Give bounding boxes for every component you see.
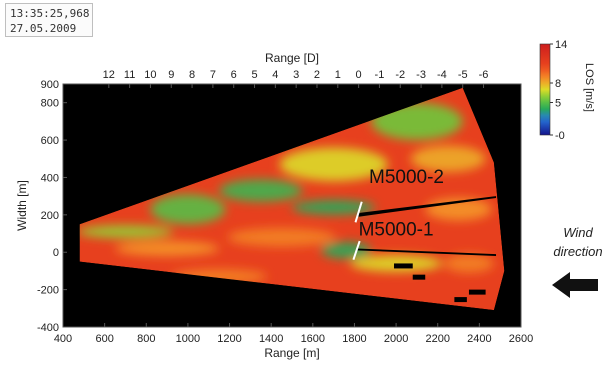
- y-tick-label: 900: [41, 79, 59, 91]
- los-blob-7: [115, 241, 220, 256]
- los-blob-6: [410, 145, 486, 172]
- wind-arrow-icon: [552, 272, 598, 298]
- y-tick-label: -200: [37, 285, 59, 297]
- x2-tick-label: 2: [314, 69, 320, 81]
- wake-shadow-1: [356, 248, 497, 256]
- plot-frame: [62, 83, 522, 328]
- los-blob-13: [443, 254, 494, 273]
- x-tick-label: 2600: [509, 333, 533, 345]
- annotation-m5000-1: M5000-1: [359, 219, 434, 240]
- data-gap-2: [468, 289, 486, 295]
- y-tick-label: 400: [41, 172, 59, 184]
- x2-tick-label: 0: [356, 69, 362, 81]
- x2-axis-title: Range [D]: [265, 51, 319, 65]
- x2-tick-label: -5: [458, 69, 468, 81]
- x-tick-label: 2200: [425, 333, 449, 345]
- y-tick-label: -400: [37, 322, 59, 334]
- x2-tick-label: 6: [231, 69, 237, 81]
- x2-tick-label: 7: [210, 69, 216, 81]
- wake-shadow-2: [358, 196, 497, 217]
- los-blob-1: [150, 194, 226, 225]
- colorbar: [539, 43, 551, 136]
- data-gap-1: [412, 274, 426, 280]
- x-axis-title: Range [m]: [264, 346, 319, 360]
- turbine-marker-2: [352, 240, 361, 261]
- colorbar-tick-label: 8: [555, 78, 561, 90]
- colorbar-tick-label: 14: [555, 39, 567, 51]
- y-tick-label: 0: [53, 247, 59, 259]
- los-blob-0: [79, 225, 174, 239]
- y-tick-label: 800: [41, 98, 59, 110]
- x-tick-label: 2400: [467, 333, 491, 345]
- x2-tick-label: 3: [293, 69, 299, 81]
- x2-tick-label: 10: [144, 69, 156, 81]
- x2-tick-label: 1: [335, 69, 341, 81]
- x-tick-label: 600: [95, 333, 113, 345]
- x2-tick-label: 4: [272, 69, 278, 81]
- timestamp-date: 27.05.2009: [10, 22, 77, 35]
- y-tick-label: 200: [41, 210, 59, 222]
- data-gap-0: [394, 263, 413, 269]
- x2-tick-label: 9: [168, 69, 174, 81]
- x2-tick-label: -2: [395, 69, 405, 81]
- los-blob-8: [227, 227, 336, 247]
- x-tick-label: 800: [137, 333, 155, 345]
- turbine-marker-1: [354, 201, 363, 223]
- data-gap-3: [454, 297, 467, 303]
- x2-tick-label: 5: [251, 69, 257, 81]
- y-tick-label: 600: [41, 135, 59, 147]
- annotation-wind-line2: direction: [553, 244, 602, 259]
- x2-tick-label: -6: [479, 69, 489, 81]
- los-blob-3: [292, 199, 376, 215]
- x-tick-label: 1000: [176, 333, 200, 345]
- x2-tick-label: -4: [437, 69, 447, 81]
- x2-tick-label: 12: [103, 69, 115, 81]
- x-tick-label: 1200: [217, 333, 241, 345]
- colorbar-title: LOS [m/s]: [583, 63, 595, 112]
- colorbar-tick-label: 5: [555, 98, 561, 110]
- y-axis-title: Width [m]: [15, 180, 29, 231]
- x-tick-label: 1800: [342, 333, 366, 345]
- x2-tick-label: -3: [416, 69, 426, 81]
- annotation-wind-line1: Wind: [563, 225, 593, 240]
- annotation-m5000-2: M5000-2: [369, 167, 444, 188]
- los-blob-4: [279, 147, 388, 182]
- x-tick-label: 400: [54, 333, 72, 345]
- x2-tick-label: 11: [124, 69, 135, 81]
- x2-tick-label: -1: [375, 69, 385, 81]
- timestamp-box: 13:35:25,968 27.05.2009: [5, 3, 93, 37]
- x-tick-label: 1600: [301, 333, 325, 345]
- x2-tick-label: 8: [189, 69, 195, 81]
- los-blob-2: [219, 179, 303, 202]
- x-tick-label: 2000: [384, 333, 408, 345]
- scan-sector: [79, 87, 505, 311]
- timestamp-time: 13:35:25,968: [10, 7, 90, 20]
- colorbar-tick-label: -0: [555, 130, 565, 142]
- x-tick-label: 1400: [259, 333, 283, 345]
